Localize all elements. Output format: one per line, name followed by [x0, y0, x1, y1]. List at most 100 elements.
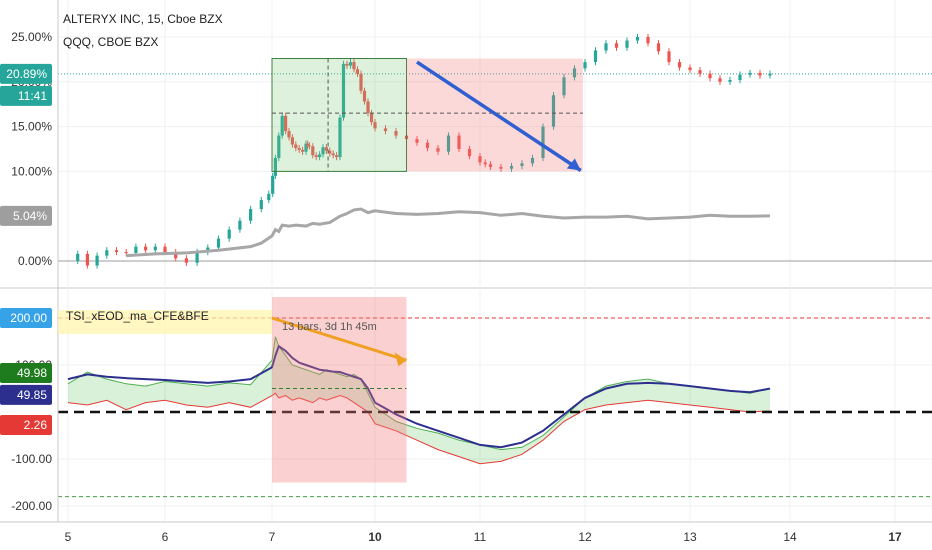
alteryx-candle [562, 77, 566, 96]
indicator-badge: 49.98 [17, 366, 47, 380]
alteryx-candle [499, 166, 503, 169]
time-tick-label: 6 [162, 530, 169, 544]
alteryx-candle [195, 252, 199, 263]
alteryx-candle [277, 135, 281, 158]
alteryx-candle [338, 117, 342, 158]
alteryx-candle [394, 131, 398, 136]
alteryx-candle [436, 148, 440, 152]
indicator-badge-bg [0, 308, 52, 328]
alteryx-candle [635, 37, 640, 41]
alteryx-candle [328, 150, 332, 154]
alteryx-candle [300, 149, 305, 152]
indicator-badge-bg [0, 384, 52, 405]
alteryx-candle [369, 113, 374, 123]
last-value-badge: 20.89% [6, 67, 47, 81]
alteryx-candle [238, 220, 242, 230]
indicator-badge: 200.00 [10, 311, 47, 325]
alteryx-candle [297, 148, 301, 150]
alteryx-candle [345, 63, 349, 66]
time-tick-label: 11 [474, 530, 487, 544]
indicator-title: TSI_xEOD_ma_CFE&BFE [66, 309, 209, 323]
alteryx-candle [174, 252, 178, 259]
trend-arrow[interactable] [416, 60, 582, 172]
alteryx-candle [583, 62, 587, 69]
alteryx-candle [153, 246, 157, 251]
alteryx-candle [341, 63, 346, 118]
alteryx-candle [317, 154, 322, 158]
alteryx-candle [331, 153, 335, 156]
alteryx-candle [383, 128, 388, 132]
alteryx-candle [509, 166, 514, 169]
price-tick-label: 0.00% [18, 254, 52, 268]
indicator-axis[interactable]: 200.00100.00-100.00-200.00200.0049.9849.… [0, 308, 52, 513]
alteryx-candle [373, 122, 377, 129]
alteryx-candle [415, 139, 419, 143]
tsi-fill [68, 336, 770, 464]
alteryx-candle [324, 147, 328, 151]
alteryx-candle [184, 258, 188, 263]
alteryx-candle [593, 50, 598, 63]
alteryx-candle [425, 142, 430, 149]
alteryx-candle [446, 135, 451, 152]
alteryx-candle [646, 37, 650, 44]
indicator-badge: 49.85 [17, 388, 47, 402]
alteryx-candle [530, 157, 535, 164]
alteryx-candle [348, 62, 353, 66]
alteryx-candle [105, 250, 109, 256]
alteryx-candle [294, 144, 298, 149]
alteryx-candle [541, 126, 545, 158]
time-axis: 5 6 7 10 11 12 13 14 17 [0, 521, 932, 544]
alteryx-candle [625, 40, 629, 48]
symbol-title: ALTERYX INC, 15, Cboe BZX [63, 12, 223, 26]
alteryx-candle [314, 155, 318, 158]
alteryx-candle [134, 246, 138, 253]
alteryx-candle [572, 68, 577, 78]
price-tick-label: 15.00% [11, 120, 52, 134]
indicator-badge: 2.26 [24, 418, 48, 432]
indicator-trend-arrow[interactable] [271, 316, 407, 362]
alteryx-candle [307, 145, 311, 147]
alteryx-candle [738, 74, 742, 81]
indicator-tick-label: -100.00 [11, 452, 52, 466]
alteryx-candle [551, 95, 556, 127]
alteryx-candle [520, 163, 524, 167]
alteryx-candle [698, 70, 702, 74]
price-tick-label: 10.00% [11, 164, 52, 178]
price-pane [0, 0, 932, 522]
alteryx-candle [604, 43, 608, 51]
alteryx-candle [352, 62, 356, 70]
time-tick-label: 5 [65, 530, 72, 544]
alteryx-candle [283, 115, 288, 132]
alteryx-candle [124, 252, 128, 254]
price-axis[interactable]: 25.00%20.00%15.00%10.00%0.00%20.89%11:41… [0, 0, 59, 522]
alteryx-candle [271, 175, 275, 194]
long-position-box[interactable] [271, 58, 407, 172]
drawing-overlays[interactable] [58, 58, 583, 483]
alteryx-candle [334, 155, 339, 158]
alteryx-candle [163, 246, 167, 253]
alteryx-candle [355, 69, 360, 74]
alteryx-candle [114, 250, 119, 253]
alteryx-candle [366, 101, 370, 114]
alteryx-candle [144, 246, 148, 251]
alteryx-candle [227, 229, 231, 239]
time-tick-label: 10 [368, 530, 382, 544]
alteryx-candle [280, 115, 284, 136]
alteryx-candle [304, 143, 308, 152]
alteryx-candle [85, 253, 89, 266]
alteryx-candle [688, 67, 692, 71]
alteryx-candle [76, 253, 80, 261]
alteryx-candle [259, 200, 263, 210]
indicator-range-box[interactable] [272, 297, 407, 483]
countdown-badge: 11:41 [18, 89, 47, 103]
indicator-highlight [58, 310, 272, 334]
alteryx-candle [758, 72, 762, 76]
qqq-line [126, 207, 771, 258]
indicator-tick-label: -200.00 [11, 499, 52, 513]
alteryx-candle [677, 62, 682, 68]
alteryx-candle [667, 51, 671, 63]
tsi-lower-line [67, 392, 771, 465]
alteryx-candle [362, 90, 367, 102]
alteryx-candle [216, 238, 221, 248]
tsi-signal-line [67, 344, 771, 449]
